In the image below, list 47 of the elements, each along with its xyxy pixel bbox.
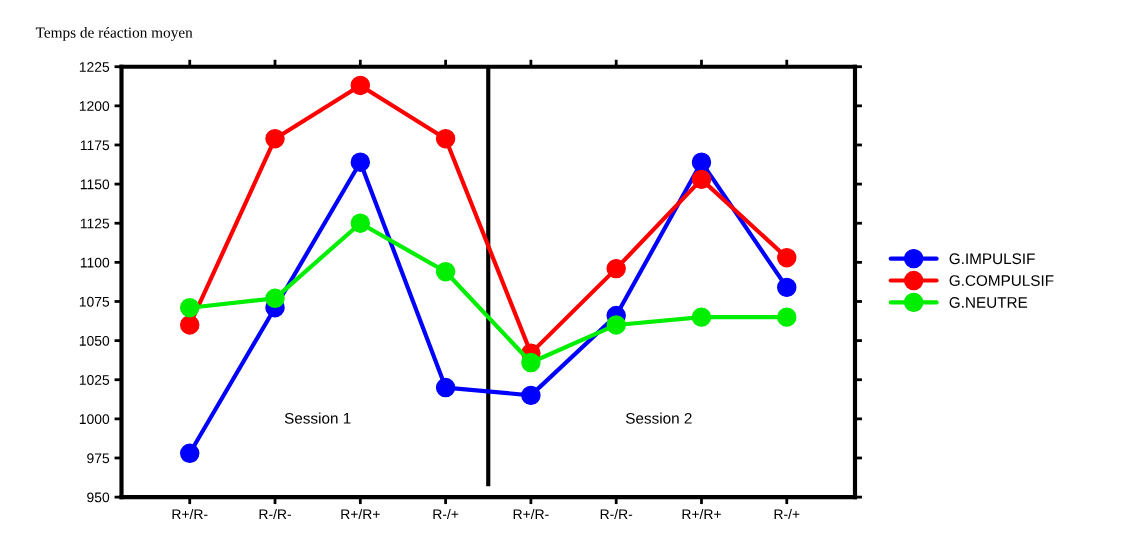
x-tick-label: R+/R-	[172, 508, 208, 520]
point	[691, 169, 712, 190]
x-tick-label: R+/R+	[682, 508, 721, 520]
x-tick-label: R-/+	[774, 508, 800, 520]
legend-label: G.NEUTRE	[949, 297, 1028, 308]
annotation: Session 2	[625, 412, 692, 424]
annotation: Session 1	[284, 412, 351, 424]
point	[180, 298, 200, 318]
x-tick-label: R-/R-	[259, 508, 291, 520]
y-tick-label: 1075	[79, 296, 110, 307]
y-tick-label: 1000	[79, 414, 110, 425]
x-tick-label: R+/R+	[341, 508, 380, 520]
y-tick-label: 1050	[79, 335, 110, 346]
point	[435, 377, 456, 398]
y-tick-label: 1025	[79, 375, 110, 385]
y-tick-label: 1150	[80, 179, 110, 190]
point	[350, 152, 371, 172]
point	[606, 258, 626, 279]
point	[180, 443, 200, 464]
point	[265, 128, 285, 149]
y-tick-label: 1125	[80, 218, 110, 229]
y-axis-title: Temps de réaction moyen	[35, 26, 193, 41]
y-tick-label: 950	[87, 492, 110, 503]
point	[691, 152, 712, 172]
point	[777, 277, 797, 298]
y-tick-label: 1225	[79, 62, 110, 72]
point	[777, 247, 797, 268]
point	[521, 352, 541, 373]
point	[691, 307, 712, 327]
point	[606, 315, 626, 335]
point	[777, 307, 797, 327]
legend-label: G.IMPULSIF	[949, 253, 1035, 265]
y-tick-label: 1100	[80, 257, 110, 268]
legend-label: G.COMPULSIF	[949, 275, 1054, 287]
point	[350, 75, 371, 96]
y-tick-label: 1200	[79, 101, 110, 112]
point	[350, 213, 371, 233]
y-tick-label: 975	[87, 453, 110, 464]
x-tick-label: R-/R-	[600, 508, 633, 520]
y-tick-label: 1175	[80, 140, 110, 151]
point	[521, 385, 541, 406]
point	[435, 262, 456, 282]
point	[435, 128, 456, 149]
point	[265, 288, 285, 309]
x-tick-label: R-/+	[433, 508, 459, 520]
point	[180, 315, 200, 335]
x-tick-label: R+/R-	[513, 508, 549, 520]
